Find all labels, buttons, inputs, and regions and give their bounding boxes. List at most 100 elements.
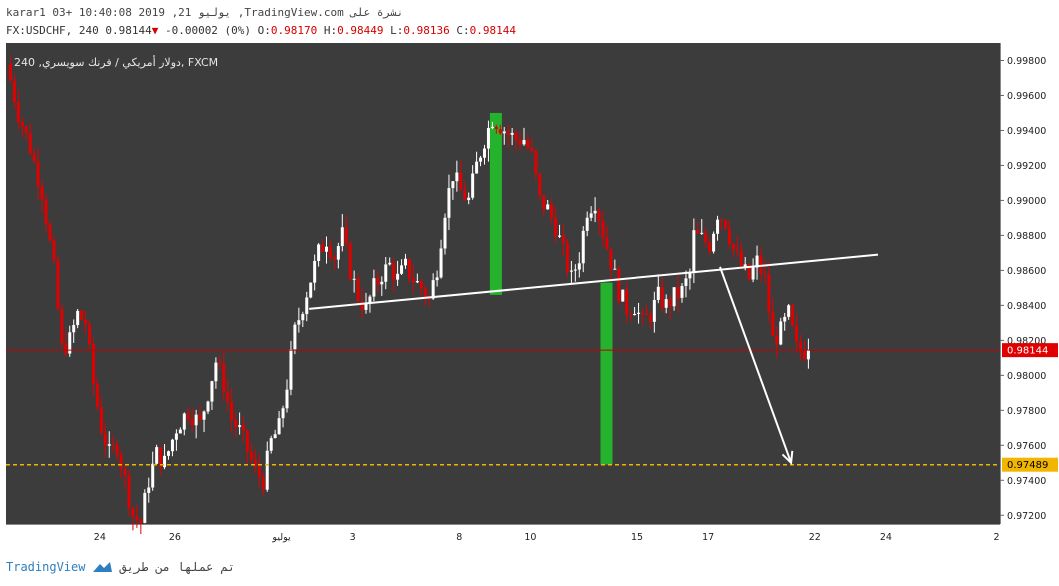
x-tick-label: 8 — [456, 532, 462, 543]
high-label: H: — [323, 24, 338, 37]
candle — [609, 248, 613, 270]
candle — [534, 150, 538, 174]
price-axis[interactable] — [1000, 43, 1059, 524]
candle — [526, 140, 530, 149]
candle — [597, 210, 601, 222]
candle — [107, 444, 111, 446]
x-tick-labels: 24 26 يوليو 3 8 10 15 17 22 24 2 — [94, 532, 1000, 543]
x-tick-label: 2 — [993, 532, 999, 543]
candle — [404, 258, 407, 266]
price-change: -0.00002 (0%) — [164, 24, 252, 37]
candle — [731, 243, 735, 250]
candle — [463, 190, 467, 201]
candle — [167, 451, 170, 456]
candle — [791, 305, 795, 326]
y-tick-label: 0.98400 — [1007, 301, 1046, 312]
candle — [494, 126, 498, 130]
candle — [143, 492, 147, 523]
candle — [577, 263, 581, 270]
candle — [569, 270, 573, 272]
y-tick-label: 0.99800 — [1007, 56, 1046, 67]
plot-area[interactable] — [6, 43, 1000, 524]
candle — [479, 157, 483, 162]
candle — [206, 401, 210, 412]
candle — [139, 519, 143, 523]
tradingview-cloud-icon — [93, 562, 113, 572]
candle — [743, 264, 747, 267]
candle — [739, 250, 743, 267]
candle — [348, 243, 352, 280]
candle — [688, 272, 692, 279]
time-axis[interactable] — [6, 524, 1000, 548]
highlight-zones — [489, 112, 613, 465]
x-tick-label: 22 — [809, 532, 821, 543]
candle — [806, 350, 810, 360]
candle — [708, 242, 712, 252]
ohlc-bar: FX:USDCHF, 240 0.98144▼ -0.00002 (0%) O:… — [6, 24, 516, 37]
candle — [159, 447, 163, 468]
candle — [510, 132, 514, 135]
candle — [538, 173, 542, 196]
candle — [202, 411, 206, 420]
candle — [28, 132, 32, 154]
candle — [759, 255, 763, 274]
candle — [151, 463, 155, 488]
candle — [135, 516, 139, 520]
candle — [388, 262, 392, 265]
candle — [182, 413, 186, 430]
candle — [498, 129, 502, 134]
projection-arrow[interactable] — [719, 266, 794, 465]
down-triangle-icon: ▼ — [151, 24, 159, 37]
candle — [771, 311, 775, 337]
candle — [99, 406, 103, 434]
candle — [451, 181, 455, 189]
candle — [127, 475, 131, 509]
candle — [226, 392, 230, 402]
candle — [455, 172, 459, 182]
x-tick-label: 24 — [94, 532, 106, 543]
candle — [12, 80, 16, 103]
candle — [696, 230, 700, 234]
footer-text: تم عملها من طريق — [119, 560, 236, 574]
candle — [364, 302, 368, 310]
candle — [415, 281, 419, 283]
candle — [565, 243, 569, 272]
candle — [64, 343, 68, 354]
candle — [340, 227, 344, 247]
candle — [265, 450, 269, 490]
candle — [301, 314, 305, 321]
candle — [475, 161, 479, 174]
candle — [210, 381, 214, 402]
last-price-tag: 0.98144 — [1002, 343, 1058, 358]
candle — [648, 315, 652, 322]
candle — [380, 281, 384, 285]
candle — [48, 224, 52, 241]
candle — [222, 364, 226, 393]
y-tick-label: 0.99600 — [1007, 91, 1046, 102]
footer: TradingView تم عملها من طريق — [6, 560, 235, 574]
candle — [372, 278, 376, 297]
publish-info: karar1 03+ 10:40:08 2019 ,21 يوليو ,Trad… — [6, 6, 403, 19]
candle — [652, 299, 656, 322]
candle — [443, 217, 447, 249]
candle — [297, 320, 301, 325]
candle — [242, 425, 246, 431]
neckline[interactable] — [309, 253, 879, 310]
y-tick-label: 0.99000 — [1007, 196, 1046, 207]
footer-brand[interactable]: TradingView — [6, 560, 86, 574]
candle — [52, 240, 56, 261]
y-tick-labels: 0.99800 0.99600 0.99400 0.99200 0.99000 0.988… — [1000, 56, 1046, 522]
x-tick-label: 24 — [880, 532, 892, 543]
candle — [194, 414, 198, 426]
candle — [467, 197, 471, 201]
candle — [91, 343, 95, 385]
candle — [178, 429, 182, 434]
candle — [542, 195, 546, 210]
candle — [660, 286, 664, 308]
candle — [617, 268, 621, 302]
candle — [392, 262, 396, 280]
candle — [277, 418, 281, 435]
x-tick-label: 17 — [702, 532, 714, 543]
candle — [692, 230, 696, 273]
